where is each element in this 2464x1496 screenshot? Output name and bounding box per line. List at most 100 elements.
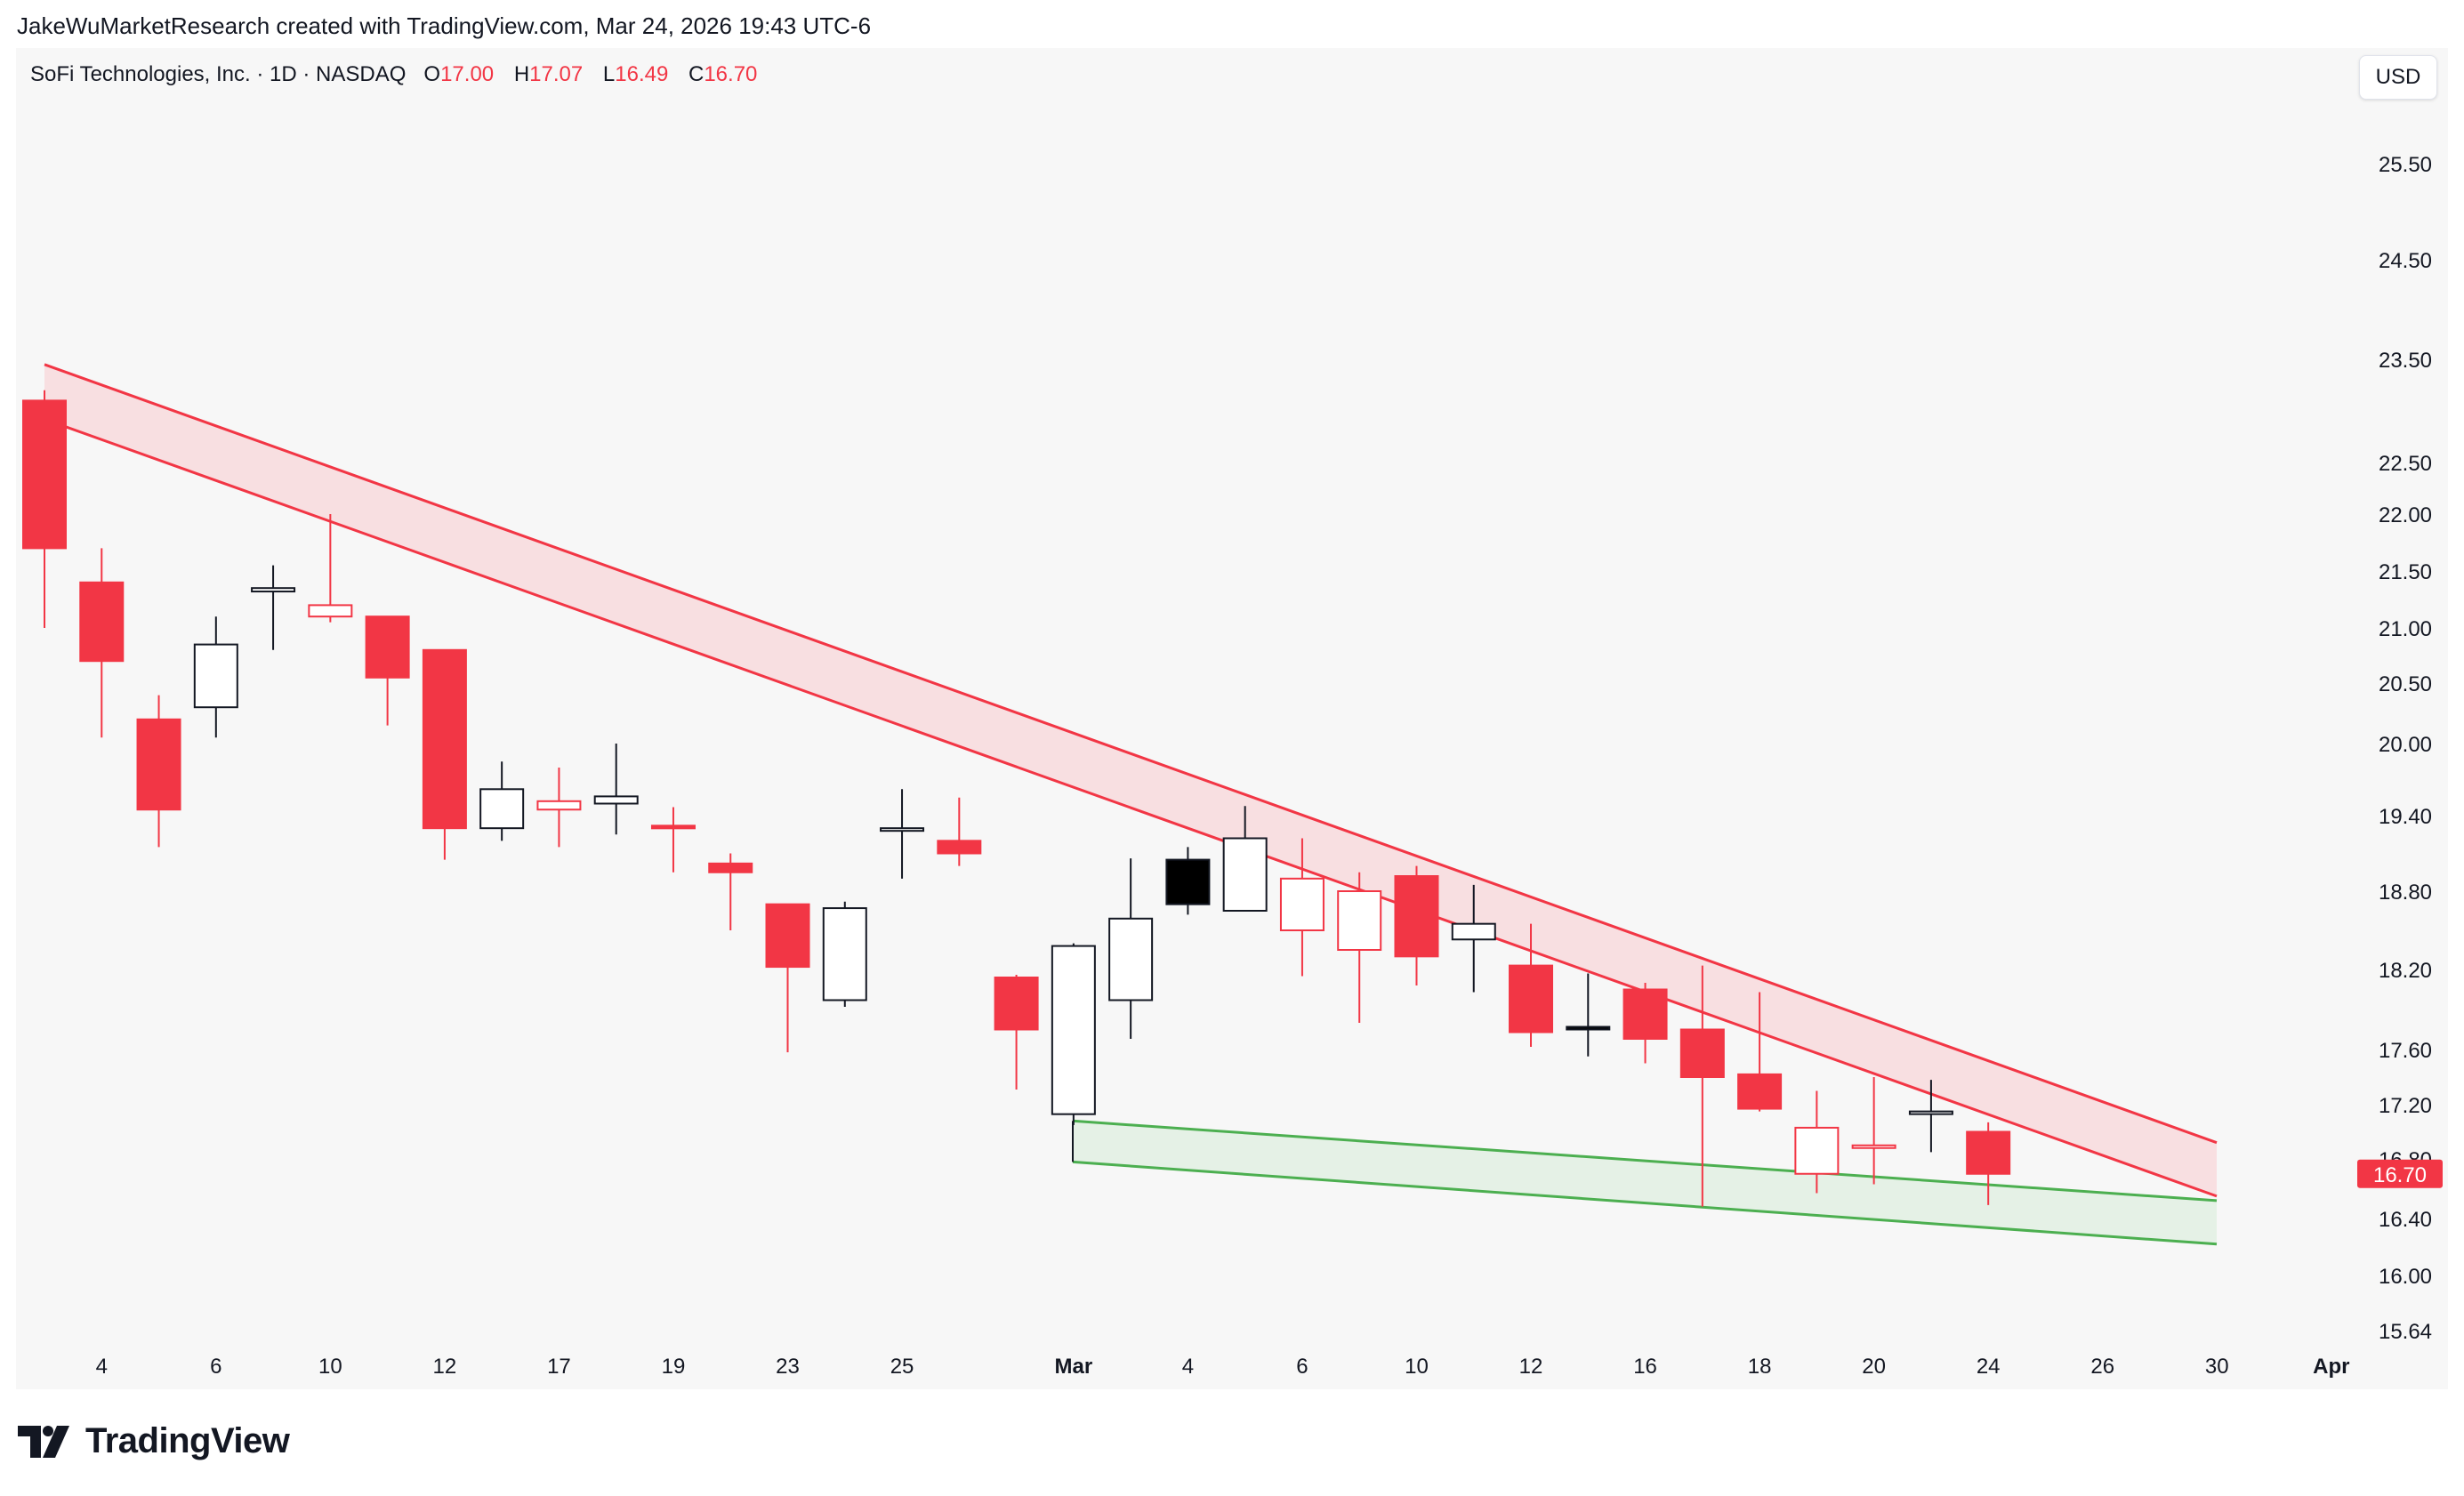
candle-body bbox=[1966, 1130, 2011, 1175]
candle-body bbox=[308, 604, 353, 618]
candle-body bbox=[593, 795, 639, 805]
price-tick-label: 16.00 bbox=[2379, 1265, 2432, 1289]
candle bbox=[1737, 992, 1783, 1112]
price-tick-label: 17.20 bbox=[2379, 1094, 2432, 1118]
candle-body bbox=[422, 648, 467, 830]
upper-band-top-line bbox=[44, 363, 2218, 1145]
price-tick-label: 16.40 bbox=[2379, 1208, 2432, 1232]
candle-body bbox=[1566, 1025, 1611, 1031]
candle bbox=[708, 853, 753, 930]
candle bbox=[1222, 806, 1268, 912]
candle-body bbox=[136, 718, 181, 811]
lower-band-bottom-line bbox=[1072, 1160, 2218, 1246]
candle bbox=[536, 768, 582, 848]
time-tick-label: 10 bbox=[318, 1355, 342, 1379]
time-tick-label: 30 bbox=[2205, 1355, 2229, 1379]
open-label: O bbox=[423, 62, 441, 86]
candle bbox=[193, 616, 238, 738]
candle-body bbox=[1851, 1144, 1896, 1149]
time-tick-label: 17 bbox=[547, 1355, 571, 1379]
price-tick-label: 21.00 bbox=[2379, 617, 2432, 641]
candle-body bbox=[79, 581, 125, 663]
candle bbox=[1794, 1090, 1840, 1194]
low-label: L bbox=[602, 62, 616, 86]
candle bbox=[308, 514, 353, 623]
candle-body bbox=[479, 788, 525, 830]
candle bbox=[593, 744, 639, 835]
brand-name: TradingView bbox=[85, 1421, 290, 1460]
time-tick-label: Mar bbox=[1055, 1355, 1093, 1379]
candle bbox=[1165, 847, 1211, 915]
price-tick-label: 17.60 bbox=[2379, 1039, 2432, 1063]
open-value: 17.00 bbox=[440, 62, 495, 86]
time-tick-label: 6 bbox=[210, 1355, 221, 1379]
candle bbox=[650, 807, 696, 873]
price-tick-label: 25.50 bbox=[2379, 153, 2432, 177]
candle bbox=[1908, 1080, 1953, 1153]
upper-band-fill bbox=[44, 364, 2217, 1196]
time-tick-label: 24 bbox=[1977, 1355, 2001, 1379]
candle bbox=[937, 797, 982, 866]
time-tick-label: 16 bbox=[1633, 1355, 1657, 1379]
time-tick-label: 20 bbox=[1862, 1355, 1886, 1379]
price-tick-label: 21.50 bbox=[2379, 560, 2432, 584]
candle bbox=[365, 615, 410, 726]
last-price-label: 16.70 bbox=[2373, 1163, 2427, 1187]
candle-body bbox=[880, 827, 925, 832]
candle-body bbox=[365, 615, 410, 679]
tradingview-brand[interactable]: TradingView bbox=[18, 1421, 290, 1461]
time-tick-label: 18 bbox=[1748, 1355, 1772, 1379]
time-tick-label: 12 bbox=[1519, 1355, 1543, 1379]
candle-body bbox=[1165, 858, 1211, 905]
candle-body bbox=[822, 907, 867, 1001]
price-tick-label: 15.64 bbox=[2379, 1320, 2432, 1344]
candle-body bbox=[1451, 922, 1496, 941]
candle-body bbox=[1509, 964, 1554, 1034]
candle bbox=[479, 761, 525, 841]
candle bbox=[822, 901, 867, 1007]
last-price-badge bbox=[2357, 1159, 2443, 1188]
symbol-name: SoFi Technologies, Inc. · 1D · NASDAQ bbox=[30, 62, 407, 86]
candle-body bbox=[1051, 945, 1096, 1115]
candle-body bbox=[193, 643, 238, 709]
price-tick-label: 22.00 bbox=[2379, 503, 2432, 527]
close-label: C bbox=[688, 62, 705, 86]
candle bbox=[1108, 858, 1154, 1039]
time-tick-label: 12 bbox=[433, 1355, 457, 1379]
time-tick-label: Apr bbox=[2313, 1355, 2349, 1379]
time-tick-label: 23 bbox=[776, 1355, 800, 1379]
high-label: H bbox=[513, 62, 530, 86]
candle-body bbox=[1737, 1073, 1783, 1110]
candle bbox=[1966, 1122, 2011, 1205]
candle-body bbox=[251, 587, 296, 593]
candle bbox=[1509, 923, 1554, 1047]
trend-bands bbox=[44, 363, 2218, 1246]
candle-body bbox=[1908, 1110, 1953, 1115]
price-tick-label: 24.50 bbox=[2379, 249, 2432, 273]
candlesticks bbox=[22, 390, 2011, 1207]
price-tick-label: 20.50 bbox=[2379, 672, 2432, 696]
price-tick-label: 22.50 bbox=[2379, 452, 2432, 476]
upper-band-bottom-line bbox=[44, 417, 2218, 1198]
candle bbox=[765, 903, 810, 1053]
candle bbox=[1051, 943, 1096, 1125]
tradingview-logo-icon bbox=[18, 1425, 69, 1458]
candle-body bbox=[1394, 875, 1439, 958]
candle bbox=[79, 548, 125, 738]
time-tick-label: 4 bbox=[96, 1355, 108, 1379]
candle-body bbox=[937, 840, 982, 855]
candle-body bbox=[22, 399, 67, 550]
candle bbox=[1679, 965, 1725, 1207]
time-axis: 4 6 10 12 17 19 23 25 Mar 4 6 10 12 16 18 20 24 26 30 Apr bbox=[96, 1355, 2350, 1379]
candle bbox=[1394, 865, 1439, 985]
time-tick-label: 25 bbox=[890, 1355, 914, 1379]
time-tick-label: 4 bbox=[1182, 1355, 1194, 1379]
currency-button[interactable]: USD bbox=[2359, 55, 2437, 100]
candle-body bbox=[536, 800, 582, 811]
time-tick-label: 6 bbox=[1296, 1355, 1308, 1379]
candle-body bbox=[1279, 877, 1325, 931]
symbol-legend[interactable]: SoFi Technologies, Inc. · 1D · NASDAQ O1… bbox=[30, 62, 771, 87]
candle-body bbox=[1222, 837, 1268, 912]
price-tick-label: 19.40 bbox=[2379, 805, 2432, 829]
